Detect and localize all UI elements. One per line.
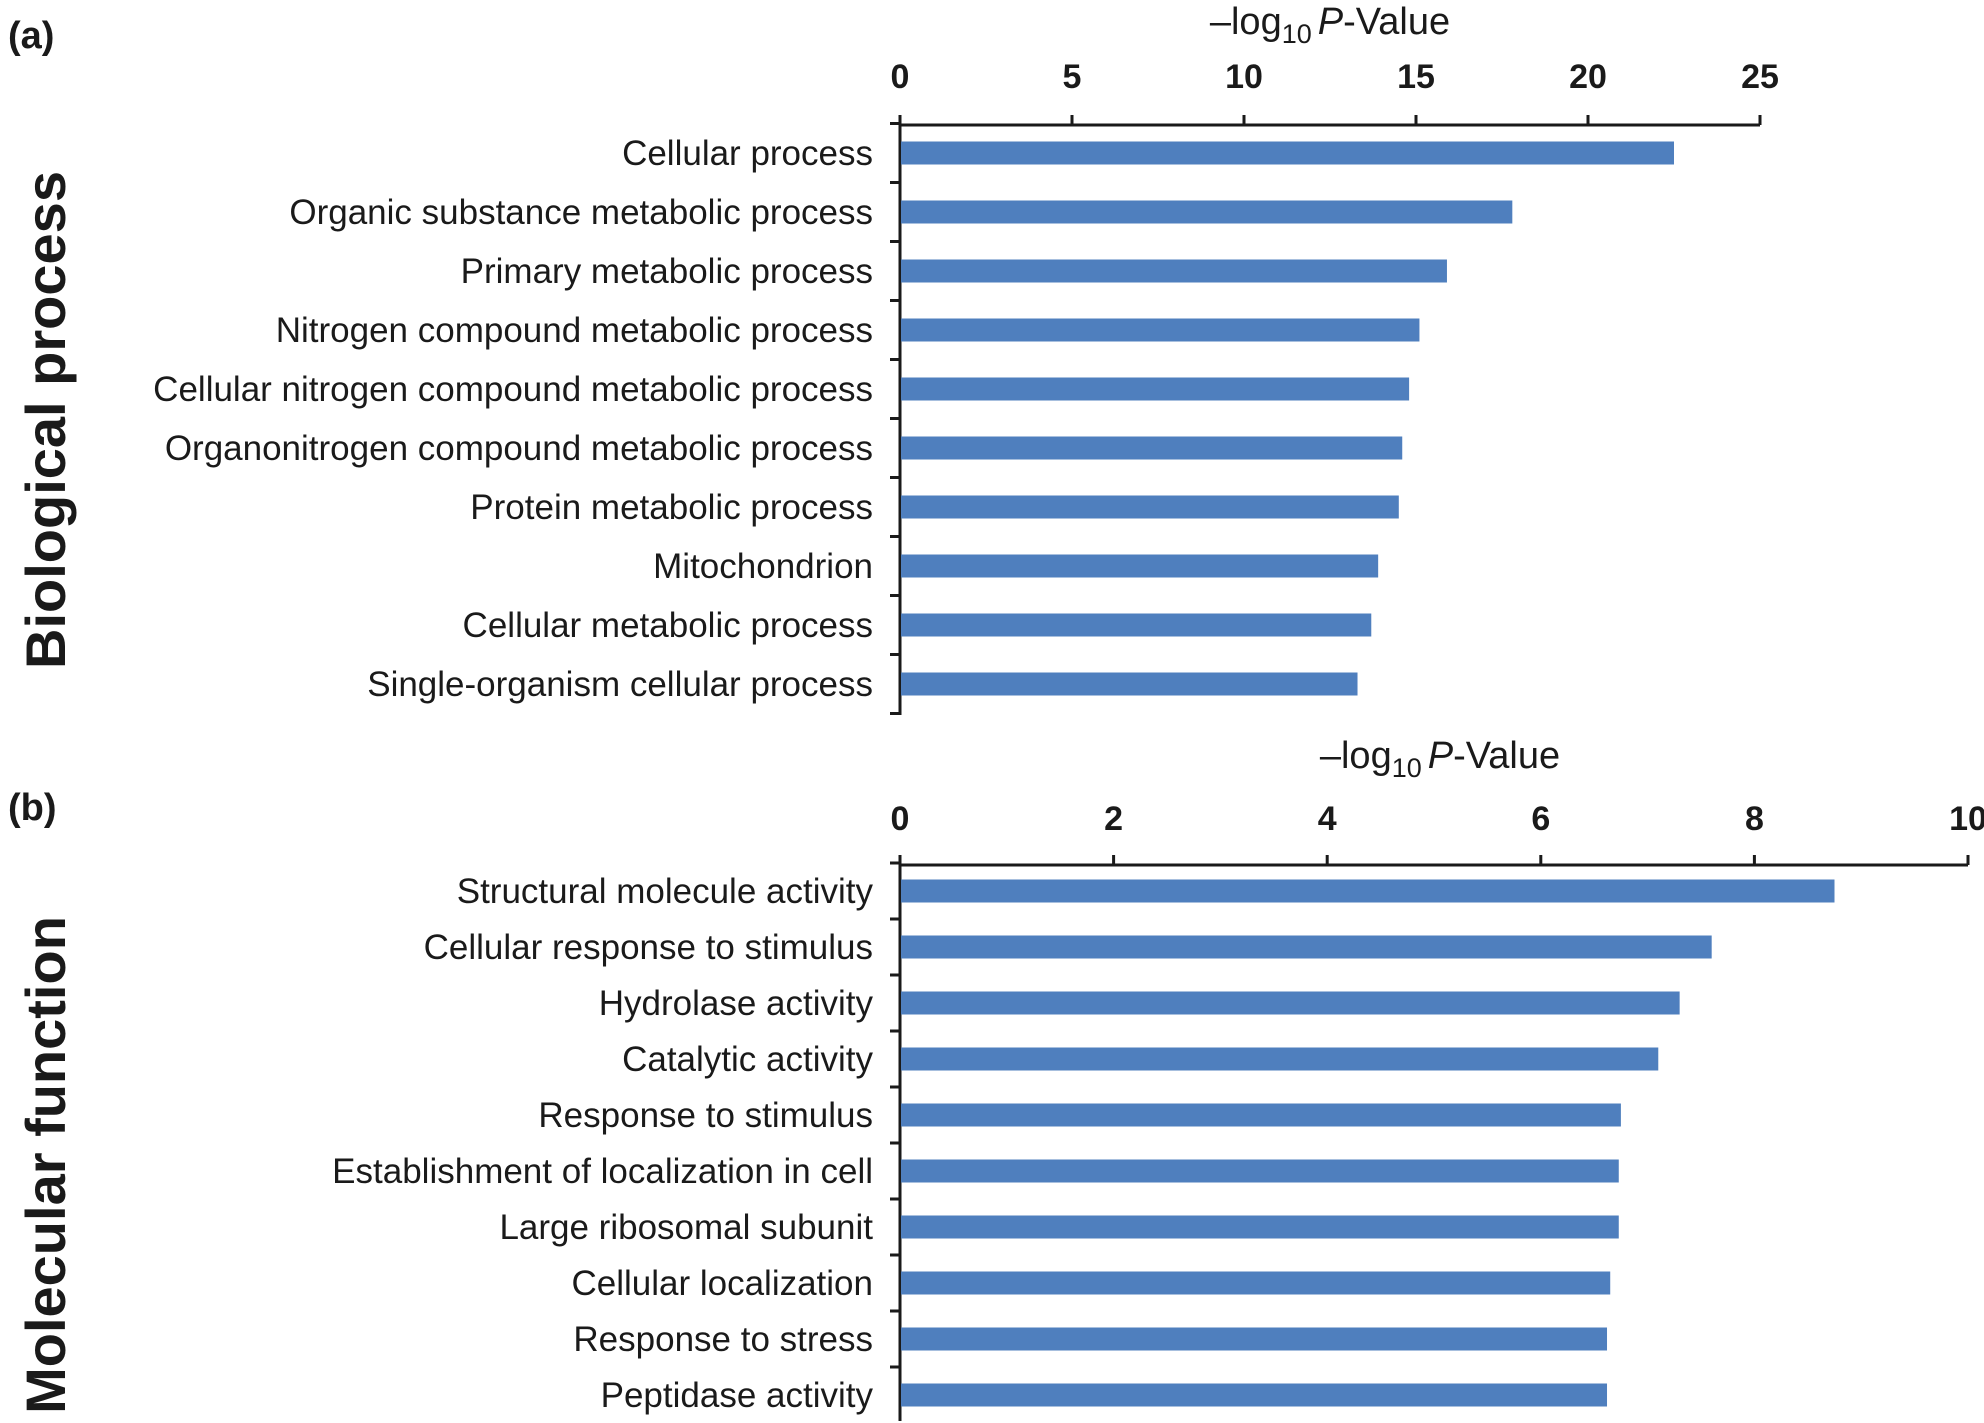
panel-label: (b) (8, 787, 57, 829)
bar (901, 613, 1372, 637)
bar (901, 377, 1410, 401)
bar (901, 318, 1420, 342)
category-label: Hydrolase activity (599, 984, 874, 1023)
bar (901, 935, 1712, 959)
bar (901, 554, 1379, 578)
category-label: Mitochondrion (653, 547, 873, 586)
bar (901, 1327, 1608, 1351)
category-label: Organic substance metabolic process (289, 193, 873, 232)
x-axis-title-prefix: –log (1210, 1, 1282, 43)
category-label: Response to stimulus (538, 1096, 873, 1135)
category-label: Cellular response to stimulus (424, 928, 873, 967)
x-axis-title-italic: P (1318, 1, 1344, 43)
bar (901, 1215, 1619, 1239)
side-label: Molecular function (14, 916, 77, 1414)
category-label: Establishment of localization in cell (332, 1152, 873, 1191)
category-label: Primary metabolic process (461, 252, 873, 291)
bar (901, 200, 1513, 224)
x-tick-label: 4 (1318, 800, 1337, 838)
x-axis-title-italic: P (1428, 735, 1454, 777)
x-axis-title-prefix: –log (1320, 735, 1392, 777)
x-axis-title-suffix: -Value (1453, 735, 1560, 777)
category-label: Cellular process (622, 134, 873, 173)
x-axis-title-subscript: 10 (1282, 19, 1312, 49)
x-tick-label: 15 (1397, 58, 1435, 96)
category-label: Nitrogen compound metabolic process (276, 311, 873, 350)
category-label: Cellular localization (571, 1264, 873, 1303)
x-tick-label: 6 (1531, 800, 1550, 838)
category-label: Cellular metabolic process (463, 606, 873, 645)
x-tick-label: 0 (891, 58, 910, 96)
category-label: Cellular nitrogen compound metabolic pro… (153, 370, 873, 409)
side-label: Biological process (14, 171, 77, 669)
x-tick-label: 2 (1104, 800, 1123, 838)
bar (901, 879, 1835, 903)
x-tick-label: 20 (1569, 58, 1607, 96)
bar (901, 1271, 1611, 1295)
x-tick-label: 5 (1063, 58, 1082, 96)
category-label: Organonitrogen compound metabolic proces… (165, 429, 873, 468)
x-tick-label: 8 (1745, 800, 1764, 838)
x-axis-title: –log10 P-Value (1320, 735, 1560, 783)
bar (901, 1103, 1621, 1127)
x-axis-title-subscript: 10 (1392, 753, 1422, 783)
x-tick-label: 10 (1949, 800, 1984, 838)
bar (901, 1159, 1619, 1183)
bar (901, 141, 1674, 165)
category-label: Large ribosomal subunit (499, 1208, 873, 1247)
panel-label: (a) (8, 15, 54, 57)
category-label: Response to stress (573, 1320, 873, 1359)
bar (901, 436, 1403, 460)
bar (901, 672, 1358, 696)
bar (901, 1383, 1608, 1407)
x-tick-label: 10 (1225, 58, 1263, 96)
category-label: Single-organism cellular process (367, 665, 873, 704)
bar (901, 495, 1399, 519)
x-axis-title: –log10 P-Value (1210, 1, 1450, 49)
x-tick-label: 25 (1741, 58, 1779, 96)
category-label: Catalytic activity (622, 1040, 873, 1079)
bar (901, 991, 1680, 1015)
category-label: Protein metabolic process (470, 488, 873, 527)
category-label: Structural molecule activity (457, 872, 874, 911)
x-tick-label: 0 (891, 800, 910, 838)
bar (901, 259, 1447, 283)
category-label: Peptidase activity (601, 1376, 874, 1415)
x-axis-title-suffix: -Value (1343, 1, 1450, 43)
bar (901, 1047, 1659, 1071)
